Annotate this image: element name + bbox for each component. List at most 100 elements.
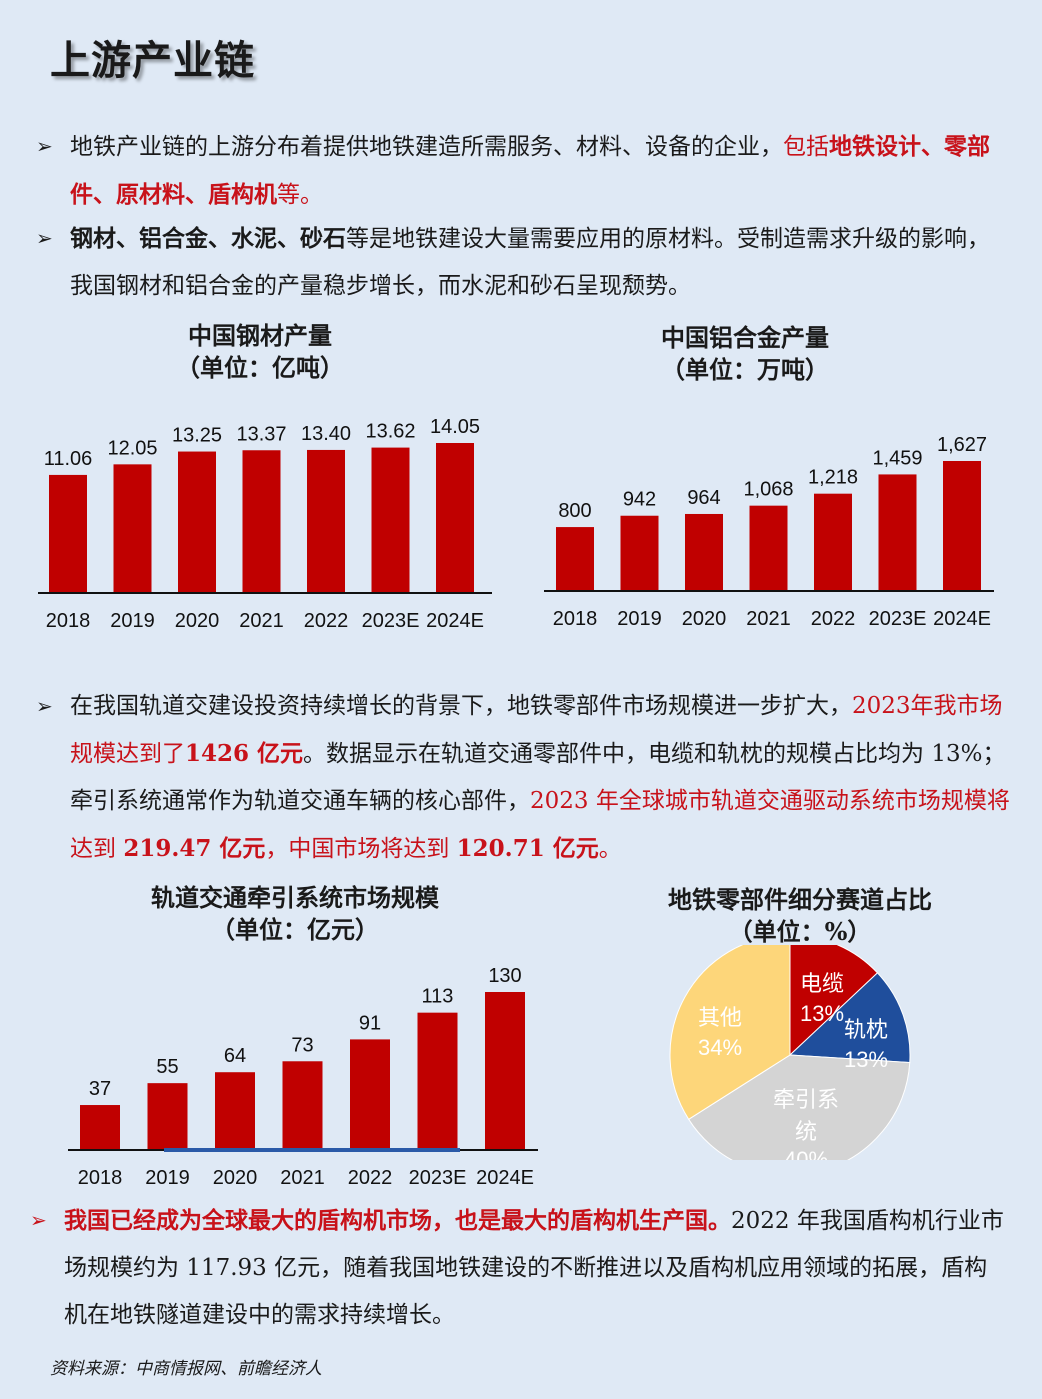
arrow-bullet-icon: ➢ — [36, 134, 53, 158]
data-label: 800 — [558, 500, 591, 522]
bar-2018 — [556, 527, 594, 591]
para4-text: 2022 年我国盾构机行业市场规模约为 117.93 亿元，随着我国地铁建设的不… — [64, 1208, 1004, 1328]
pie-slice-label: 34% — [698, 1035, 742, 1060]
x-tick-label: 2021 — [746, 608, 791, 630]
x-tick-label: 2021 — [239, 610, 284, 632]
data-label: 13.25 — [172, 425, 222, 447]
arrow-bullet-icon: ➢ — [36, 226, 53, 250]
para3-red-bold-1: 1426 亿元 — [185, 740, 304, 767]
para2-text: 等是地铁建设大量需要应用的原材料。受制造需求升级的影响，我国钢材和铝合金的产量稳… — [70, 226, 990, 299]
arrow-bullet-icon: ➢ — [36, 694, 53, 718]
pie-chart-title-block: 地铁零部件细分赛道占比 （单位：%） — [640, 884, 960, 948]
data-label: 14.05 — [430, 416, 480, 438]
bar-2018 — [80, 1105, 120, 1150]
para1-red-prefix: 包括 — [783, 134, 829, 160]
bar-2023E — [417, 1012, 458, 1150]
bullet-paragraph-2: ➢ 钢材、铝合金、水泥、砂石等是地铁建设大量需要应用的原材料。受制造需求升级的影… — [36, 215, 1011, 310]
data-label: 1,459 — [872, 447, 922, 469]
aluminum-output-bar-chart: 800 2018 942 2019 964 2020 1,068 2021 1,218 2022 1… — [544, 434, 994, 630]
steel-chart-title-block: 中国钢材产量 （单位：亿吨） — [130, 320, 390, 384]
bar-2021 — [242, 450, 281, 593]
x-tick-label: 2022 — [348, 1167, 393, 1189]
data-label: 12.05 — [107, 437, 157, 459]
para3-text-2: 。数据显示在轨道交通零部件中，电缆和轨枕的规模占比均为 13%；牵引系统通常作为… — [70, 741, 1006, 814]
bar-2023E — [371, 447, 410, 593]
data-label: 1,627 — [937, 434, 987, 456]
para3-red-bold-3: 120.71 亿元 — [456, 835, 599, 862]
arrow-bullet-icon: ➢ — [30, 1208, 47, 1232]
bar-2024E — [436, 443, 474, 593]
para1-red-bold: 地铁设计、零部件、原材料、盾构机 — [70, 133, 990, 208]
pie-slice-其他 — [669, 945, 791, 1120]
data-label: 13.62 — [365, 421, 415, 443]
data-label: 13.40 — [301, 423, 351, 445]
x-tick-label: 2024E — [426, 610, 484, 632]
data-label: 37 — [89, 1078, 111, 1100]
pie-slice-label: 13% — [800, 1001, 844, 1026]
bullet-paragraph-3: ➢ 在我国轨道交建设投资持续增长的背景下，地铁零部件市场规模进一步扩大，2023… — [36, 683, 1011, 873]
aluminum-chart-title: 中国铝合金产量 — [661, 323, 829, 352]
x-tick-label: 2021 — [280, 1167, 325, 1189]
bar-2021 — [282, 1061, 323, 1150]
pie-slice-轨枕 — [788, 972, 911, 1064]
para3-text-1: 在我国轨道交建设投资持续增长的背景下，地铁零部件市场规模进一步扩大， — [70, 693, 852, 719]
traction-chart-subtitle: （单位：亿元） — [211, 915, 379, 944]
x-tick-label: 2020 — [175, 610, 220, 632]
para2-bold: 钢材、铝合金、水泥、砂石 — [70, 225, 346, 252]
data-label: 91 — [359, 1012, 381, 1034]
data-label: 13.37 — [236, 423, 286, 445]
para3-red-3: ，中国市场将达到 — [265, 836, 457, 862]
para4-red-bold: 我国已经成为全球最大的盾构机市场，也是最大的盾构机生产国。 — [64, 1207, 731, 1234]
para3-red-2: 2023 年全球城市轨道交通驱动系统市场规模将达到 — [70, 788, 1010, 862]
bar-2020 — [215, 1072, 255, 1150]
para3-red-1: 2023年我市场规模达到了 — [70, 693, 1003, 767]
data-label: 130 — [488, 965, 521, 987]
bar-2018 — [49, 474, 87, 593]
pie-slice-name: 统 — [795, 1119, 817, 1144]
data-label: 1,068 — [743, 479, 793, 501]
bullet-paragraph-4: ➢ 我国已经成为全球最大的盾构机市场，也是最大的盾构机生产国。2022 年我国盾… — [30, 1197, 1005, 1339]
pie-chart-subtitle: （单位：%） — [728, 917, 872, 946]
para1-red-suffix: 等。 — [277, 182, 323, 208]
aluminum-chart-title-block: 中国铝合金产量 （单位：万吨） — [610, 322, 880, 386]
aluminum-chart-subtitle: （单位：万吨） — [661, 355, 829, 384]
x-tick-label: 2022 — [811, 608, 856, 630]
bullet-paragraph-1: ➢ 地铁产业链的上游分布着提供地铁建造所需服务、材料、设备的企业，包括地铁设计、… — [36, 123, 1011, 219]
para3-red-bold-2: 219.47 亿元 — [123, 835, 266, 862]
x-tick-label: 2023E — [409, 1167, 467, 1189]
pie-slice-label: 13% — [844, 1047, 888, 1072]
x-tick-label: 2019 — [617, 608, 662, 630]
data-label: 1,218 — [808, 467, 858, 489]
pie-chart-title: 地铁零部件细分赛道占比 — [668, 885, 932, 914]
traction-chart-title-block: 轨道交通牵引系统市场规模 （单位：亿元） — [120, 882, 470, 946]
steel-chart-subtitle: （单位：亿吨） — [176, 353, 344, 382]
bar-2021 — [749, 505, 788, 591]
para1-text: 地铁产业链的上游分布着提供地铁建造所需服务、材料、设备的企业， — [70, 134, 783, 160]
bar-2024E — [943, 461, 981, 591]
bar-2019 — [620, 515, 659, 591]
bar-2023E — [878, 474, 917, 591]
x-tick-label: 2023E — [869, 608, 927, 630]
bar-2022 — [814, 493, 852, 591]
bar-2022 — [307, 449, 345, 593]
data-label: 73 — [291, 1034, 313, 1056]
pie-slice-电缆 — [789, 945, 879, 1057]
pie-slice-name: 其他 — [698, 1005, 742, 1030]
x-tick-label: 2024E — [476, 1167, 534, 1189]
x-tick-label: 2023E — [362, 610, 420, 632]
bar-2020 — [178, 451, 216, 593]
pie-slice-牵引系统 — [687, 1054, 911, 1160]
x-tick-label: 2018 — [553, 608, 598, 630]
bar-2022 — [350, 1039, 390, 1150]
para3-red-4: 。 — [598, 836, 622, 862]
data-label: 64 — [224, 1045, 246, 1067]
x-tick-label: 2020 — [213, 1167, 258, 1189]
data-label: 964 — [687, 487, 720, 509]
x-tick-label: 2018 — [78, 1167, 123, 1189]
data-label: 113 — [422, 986, 454, 1008]
traction-system-bar-chart: 37 2018 55 2019 64 2020 73 2021 91 2022 113 2023E 13… — [68, 965, 538, 1189]
x-tick-label: 2022 — [304, 610, 349, 632]
x-tick-label: 2019 — [145, 1167, 190, 1189]
x-tick-label: 2024E — [933, 608, 991, 630]
